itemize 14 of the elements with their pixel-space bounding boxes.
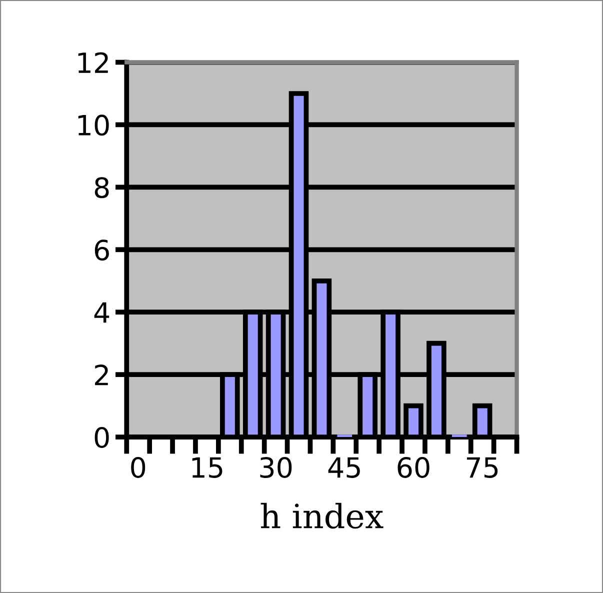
x-tick-label: 30	[260, 456, 292, 478]
x-tick-label: 60	[398, 456, 430, 478]
y-tick-label: 4	[94, 302, 110, 323]
y-tick-label: 8	[94, 177, 109, 198]
y-tick-label: 0	[94, 426, 109, 448]
y-tick-label: 2	[95, 364, 108, 386]
x-tick-label: 0	[131, 456, 146, 478]
x-tick-label: 75	[466, 457, 498, 478]
y-tick-label: 12	[78, 52, 108, 73]
y-tick-label: 10	[78, 114, 109, 136]
y-tick-label: 6	[94, 240, 109, 261]
x-axis-title: h index	[260, 502, 384, 529]
x-tick-label: 15	[192, 457, 222, 478]
x-tick-label: 45	[328, 457, 360, 478]
